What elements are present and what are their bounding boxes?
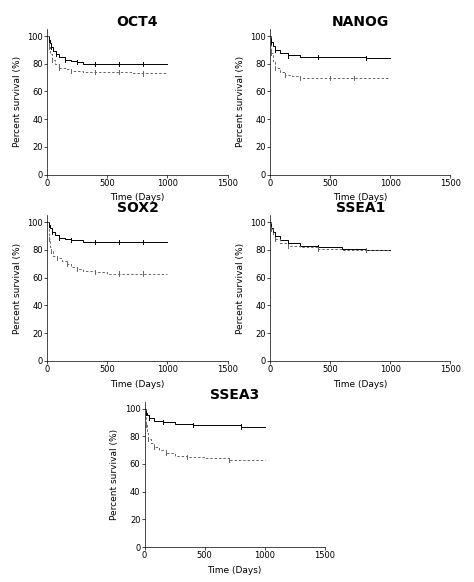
Title: SSEA1: SSEA1	[336, 201, 385, 215]
Y-axis label: Percent survival (%): Percent survival (%)	[236, 56, 245, 147]
X-axis label: Time (Days): Time (Days)	[333, 193, 387, 203]
Y-axis label: Percent survival (%): Percent survival (%)	[13, 56, 22, 147]
Y-axis label: Percent survival (%): Percent survival (%)	[236, 243, 245, 333]
X-axis label: Time (Days): Time (Days)	[110, 193, 164, 203]
Title: SOX2: SOX2	[117, 201, 158, 215]
Title: SSEA3: SSEA3	[210, 388, 259, 402]
X-axis label: Time (Days): Time (Days)	[110, 379, 164, 389]
X-axis label: Time (Days): Time (Days)	[333, 379, 387, 389]
X-axis label: Time (Days): Time (Days)	[208, 566, 262, 575]
Title: OCT4: OCT4	[117, 15, 158, 29]
Y-axis label: Percent survival (%): Percent survival (%)	[13, 243, 22, 333]
Title: NANOG: NANOG	[332, 15, 389, 29]
Y-axis label: Percent survival (%): Percent survival (%)	[110, 429, 119, 520]
